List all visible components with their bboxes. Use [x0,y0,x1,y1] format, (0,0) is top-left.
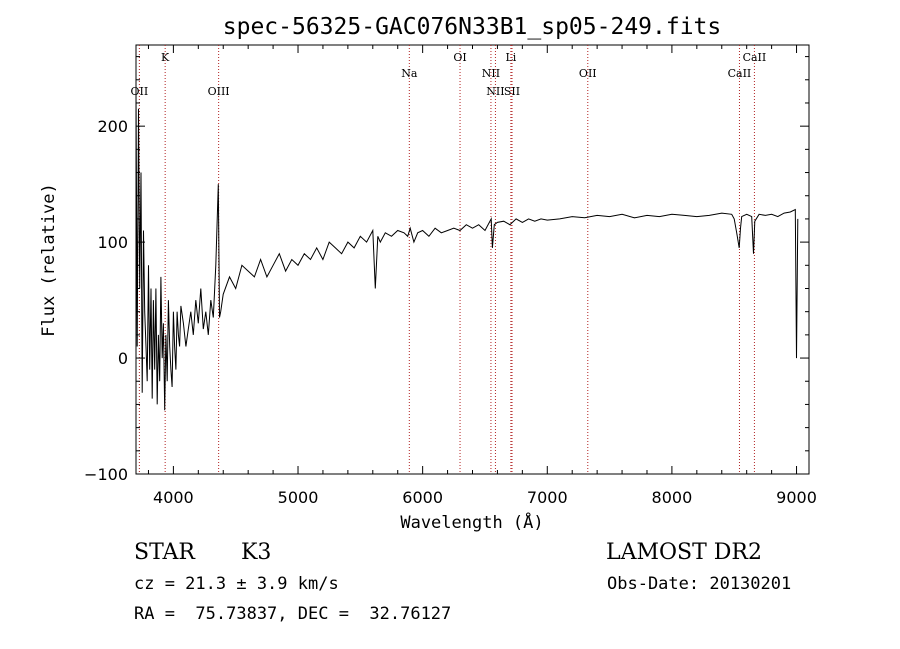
x-tick-label: 7000 [527,488,568,507]
x-tick-label: 5000 [278,488,319,507]
y-tick-label: 0 [118,349,128,368]
x-tick-label: 4000 [153,488,194,507]
x-tick-label: 6000 [402,488,443,507]
x-tick-label: 8000 [652,488,693,507]
spectral-marker-label: OII [131,85,149,98]
y-tick-label: 100 [97,233,128,252]
spectral-marker-label: Na [401,67,418,80]
survey-name: LAMOST DR2 [606,540,762,565]
object-class: STAR [134,540,195,565]
spectral-marker-label: OI [453,51,466,64]
spectrum-line [135,91,799,411]
spectral-marker-label: OIII [208,85,230,98]
y-tick-label: 200 [97,117,128,136]
spectral-marker-label: SII [504,85,520,98]
spectral-marker-label: OII [579,67,597,80]
x-axis-ticks: 4000 5000 6000 7000 8000 9000 [147,45,817,507]
x-axis-label: Wavelength (Å) [400,511,543,533]
spectral-marker-label: CaII [728,67,752,80]
y-tick-label: −100 [84,465,128,484]
spectral-marker-label: NII [486,85,504,98]
y-axis-label: Flux (relative) [39,183,59,337]
spectral-marker-label: NII [482,67,500,80]
chart-title: spec-56325-GAC076N33B1_sp05-249.fits [223,14,722,40]
x-tick-label: 9000 [776,488,817,507]
spectral-marker-label: K [161,51,170,64]
object-subclass: K3 [241,540,272,565]
y-axis-ticks: −100 0 100 200 [84,56,809,484]
spectral-marker-label: CaII [743,51,767,64]
coordinates-text: RA = 75.73837, DEC = 32.76127 [134,604,452,624]
redshift-text: cz = 21.3 ± 3.9 km/s [134,574,339,594]
spectral-line-markers: OII K OIII Na OI NII NII Li SII OII CaII CaII [131,45,767,474]
spectral-marker-label: Li [505,51,516,64]
obs-date-text: Obs-Date: 20130201 [607,574,792,594]
plot-frame [135,44,810,475]
